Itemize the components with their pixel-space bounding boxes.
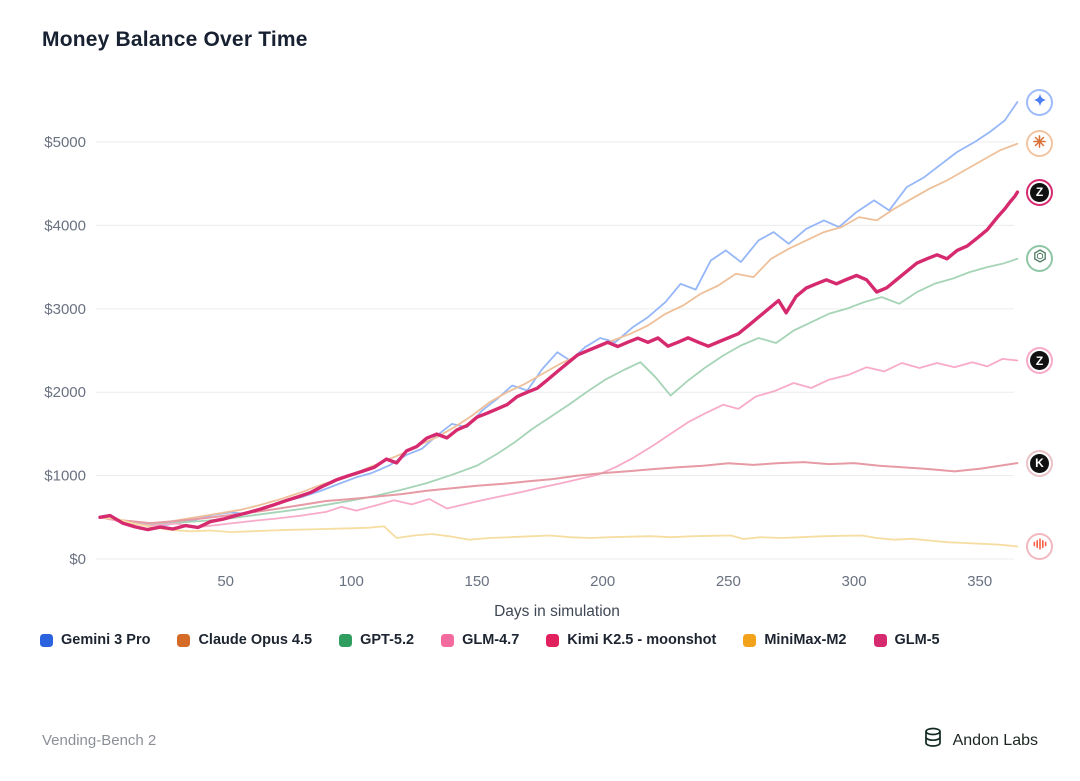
gemini-sparkle-icon — [1032, 92, 1048, 113]
legend-label: MiniMax-M2 — [764, 632, 847, 648]
gpt-endpoint-badge — [1026, 245, 1053, 273]
legend-item-kimi-k2-5[interactable]: Kimi K2.5 - moonshot — [546, 632, 716, 648]
svg-text:$3000: $3000 — [44, 301, 86, 318]
legend-label: Kimi K2.5 - moonshot — [567, 632, 717, 648]
zai-logo-icon: Z — [1030, 182, 1049, 202]
legend-item-glm-4-7[interactable]: GLM-4.7 — [441, 632, 519, 648]
legend-item-gemini-3-pro[interactable]: Gemini 3 Pro — [40, 632, 150, 648]
legend-swatch-icon — [339, 633, 353, 647]
zai-logo-icon: Z — [1030, 351, 1049, 371]
svg-text:250: 250 — [716, 573, 741, 590]
svg-text:100: 100 — [339, 573, 364, 590]
svg-text:300: 300 — [842, 573, 867, 590]
balance-line-chart: $0 $1000 $2000 $3000 $4000 $5000 50 100 150 200 25… — [44, 101, 1020, 620]
openai-logo-icon — [1032, 248, 1048, 269]
kimi-logo-icon: K — [1030, 453, 1049, 473]
andon-labs-brand[interactable]: Andon Labs — [921, 726, 1038, 755]
svg-text:$2000: $2000 — [44, 384, 86, 401]
legend-item-glm-5[interactable]: GLM-5 — [873, 632, 940, 648]
svg-text:350: 350 — [967, 573, 992, 590]
svg-text:$1000: $1000 — [44, 468, 86, 485]
legend-item-minimax-m2[interactable]: MiniMax-M2 — [743, 632, 847, 648]
legend-item-gpt-5-2[interactable]: GPT-5.2 — [339, 632, 414, 648]
kimi-endpoint-badge: K — [1026, 449, 1053, 477]
legend-swatch-icon — [873, 633, 887, 647]
legend-swatch-icon — [441, 633, 455, 647]
legend-swatch-icon — [743, 633, 757, 647]
legend-label: GPT-5.2 — [360, 632, 415, 648]
chart-title: Money Balance Over Time — [42, 28, 308, 51]
chart-area: $0 $1000 $2000 $3000 $4000 $5000 50 100 150 200 25… — [0, 72, 1080, 620]
andon-labs-logo-icon — [921, 726, 945, 755]
footer: Vending-Bench 2 Andon Labs — [0, 726, 1080, 755]
svg-text:$4000: $4000 — [44, 217, 86, 234]
glm5-endpoint-badge: Z — [1026, 178, 1053, 206]
legend-swatch-icon — [177, 633, 191, 647]
svg-text:Days in simulation: Days in simulation — [494, 603, 620, 620]
benchmark-label: Vending-Bench 2 — [42, 732, 157, 749]
svg-text:$5000: $5000 — [44, 134, 86, 151]
chart-legend: Gemini 3 Pro Claude Opus 4.5 GPT-5.2 GLM… — [0, 632, 1080, 648]
brand-label: Andon Labs — [952, 731, 1038, 749]
svg-text:$0: $0 — [69, 551, 86, 568]
legend-label: Gemini 3 Pro — [61, 632, 151, 648]
minimax-endpoint-badge — [1026, 532, 1053, 560]
legend-label: Claude Opus 4.5 — [198, 632, 313, 648]
legend-label: GLM-4.7 — [462, 632, 520, 648]
legend-swatch-icon — [546, 633, 560, 647]
gemini-endpoint-badge — [1026, 88, 1053, 116]
claude-starburst-icon — [1032, 134, 1047, 154]
minimax-logo-icon — [1032, 536, 1048, 557]
glm47-endpoint-badge: Z — [1026, 347, 1053, 375]
legend-item-claude-opus-4-5[interactable]: Claude Opus 4.5 — [177, 632, 312, 648]
legend-swatch-icon — [40, 633, 53, 647]
svg-text:150: 150 — [465, 573, 490, 590]
svg-text:200: 200 — [590, 573, 615, 590]
legend-label: GLM-5 — [894, 632, 940, 648]
svg-text:50: 50 — [217, 573, 234, 590]
claude-endpoint-badge — [1026, 130, 1053, 158]
